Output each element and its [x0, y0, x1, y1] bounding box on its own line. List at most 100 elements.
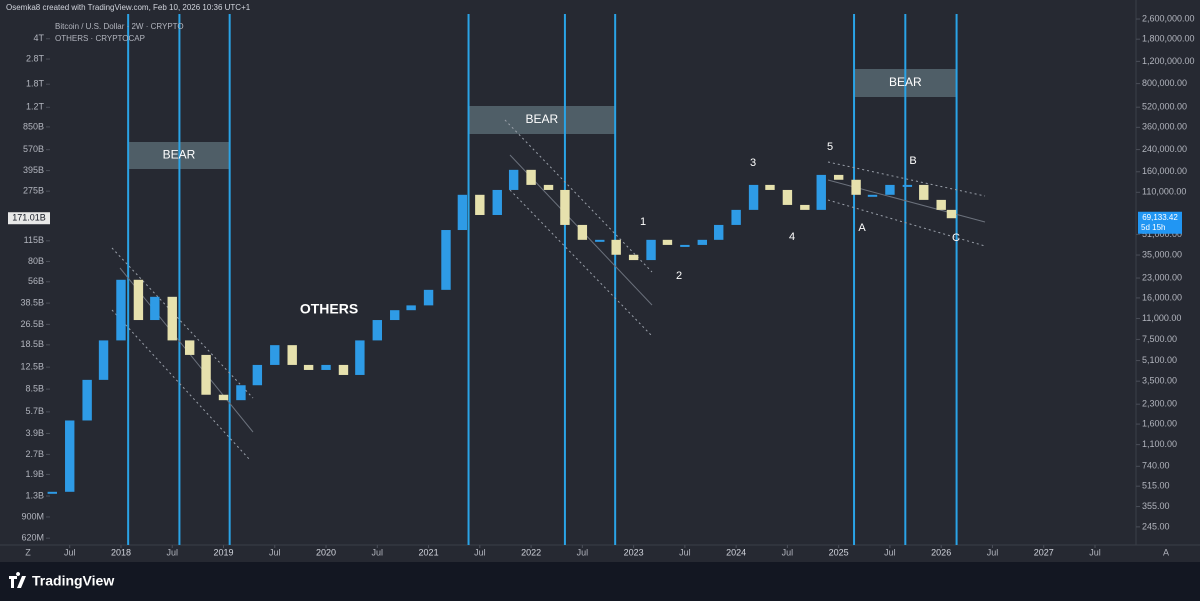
x-tick-label: 2027 — [1034, 547, 1054, 557]
y2-tick-label: 245.00 — [1142, 521, 1170, 531]
x-tick-label: Jul — [679, 547, 691, 557]
bear-zone — [468, 106, 616, 134]
y2-tick-label: 23,000.00 — [1142, 272, 1182, 282]
credit: Osemka8 created with TradingView.com, Fe… — [6, 3, 251, 12]
y2-tick-label: 1,200,000.00 — [1142, 56, 1195, 66]
y2-tick-label: 51,000.00 — [1142, 229, 1182, 239]
candle — [902, 184, 913, 187]
candle — [441, 230, 451, 290]
channel-line — [504, 119, 653, 273]
candle — [628, 254, 639, 261]
y2-tick-label: 2,600,000.00 — [1142, 13, 1195, 23]
y-tick-label: 26.5B — [20, 319, 44, 329]
candle — [98, 340, 109, 380]
panel — [0, 0, 1200, 562]
candle — [201, 354, 211, 395]
y-tick-label: 850B — [23, 121, 44, 131]
symbol: Bitcoin / U.S. Dollar · 2W · CRYPTO — [55, 22, 184, 31]
candle — [782, 189, 793, 205]
countdown: 5d 15h — [1141, 223, 1165, 232]
candle — [816, 174, 826, 210]
channel-line — [827, 199, 986, 247]
x-tick-label: Jul — [269, 547, 281, 557]
candle — [526, 169, 536, 185]
candle — [560, 189, 570, 225]
candle — [946, 209, 957, 219]
candle — [508, 169, 519, 190]
y2-tick-label: 7,500.00 — [1142, 334, 1177, 344]
y2-tick-label: 3,500.00 — [1142, 376, 1177, 386]
y2-tick-label: 160,000.00 — [1142, 166, 1187, 176]
y2-tick-label: 355.00 — [1142, 501, 1170, 511]
y-tick-label: 620M — [21, 533, 44, 543]
x-tick-label: Jul — [1089, 547, 1101, 557]
y-tick-label: 4T — [33, 33, 44, 43]
annotation: B — [909, 155, 916, 167]
x-tick-label: 2024 — [726, 547, 746, 557]
annotation: 5 — [827, 141, 833, 153]
y2-tick-label: 740.00 — [1142, 461, 1170, 471]
candle — [936, 199, 946, 210]
annotation: 4 — [789, 231, 795, 243]
x-tick-label: 2023 — [624, 547, 644, 557]
candle — [680, 244, 690, 247]
overlay-symbol: OTHERS · CRYPTOCAP — [55, 34, 145, 43]
candle — [150, 296, 160, 321]
y-tick-label: 1.9B — [25, 469, 44, 479]
candle — [919, 184, 929, 200]
price-tag — [1138, 211, 1182, 234]
candle — [133, 279, 144, 321]
zone-label: BEAR — [526, 112, 559, 126]
candle — [338, 364, 349, 375]
candle — [423, 289, 434, 306]
y-tick-label: 2.7B — [25, 449, 44, 459]
candle — [697, 239, 708, 245]
zone-label: BEAR — [163, 148, 196, 162]
y-tick-label: 80B — [28, 256, 44, 266]
candle — [714, 224, 724, 240]
y-tick-label: 8.5B — [25, 383, 44, 393]
candle — [116, 279, 126, 341]
y2-tick-label: 16,000.00 — [1142, 292, 1182, 302]
x-tick-label: 2018 — [111, 547, 131, 557]
candle — [65, 420, 75, 492]
candle — [218, 394, 229, 401]
x-tick-label: Jul — [577, 547, 589, 557]
y2-tick-label: 110,000.00 — [1142, 187, 1186, 197]
candle — [475, 194, 485, 215]
candle — [457, 194, 468, 231]
y2-tick-label: 240,000.00 — [1142, 144, 1187, 154]
y2-tick-label: 5,100.00 — [1142, 355, 1177, 365]
x-tick-label: Jul — [166, 547, 178, 557]
candle — [390, 310, 400, 321]
candle — [372, 320, 382, 341]
annotation: 1 — [640, 216, 646, 228]
x-tick-label: Jul — [64, 547, 76, 557]
candle — [47, 491, 57, 494]
y-tick-label: 1.2T — [26, 102, 45, 112]
candle — [748, 184, 759, 210]
brand: TradingView — [32, 573, 114, 589]
candle — [270, 345, 280, 365]
candle — [287, 345, 297, 365]
candle — [252, 364, 263, 386]
candle — [662, 239, 673, 245]
axis-button[interactable]: Z — [25, 547, 31, 557]
annotation: C — [952, 232, 960, 244]
x-tick-label: 2025 — [829, 547, 849, 557]
y-tick-label: 570B — [23, 144, 44, 154]
y-tick-label: 275B — [23, 186, 44, 196]
last-value-tag — [8, 212, 50, 225]
x-tick-label: 2022 — [521, 547, 541, 557]
x-tick-label: 2019 — [213, 547, 233, 557]
x-tick-label: 2020 — [316, 547, 336, 557]
candle — [167, 296, 177, 341]
axis-button[interactable]: A — [1163, 547, 1169, 557]
candle — [800, 204, 810, 210]
y-tick-label: 2.8T — [26, 53, 45, 63]
y-tick-label: 395B — [23, 165, 44, 175]
price-tag-label: 69,133.42 — [1142, 213, 1178, 222]
annotation: A — [858, 222, 866, 234]
channel-line — [509, 189, 653, 337]
y2-tick-label: 11,000.00 — [1142, 313, 1181, 323]
